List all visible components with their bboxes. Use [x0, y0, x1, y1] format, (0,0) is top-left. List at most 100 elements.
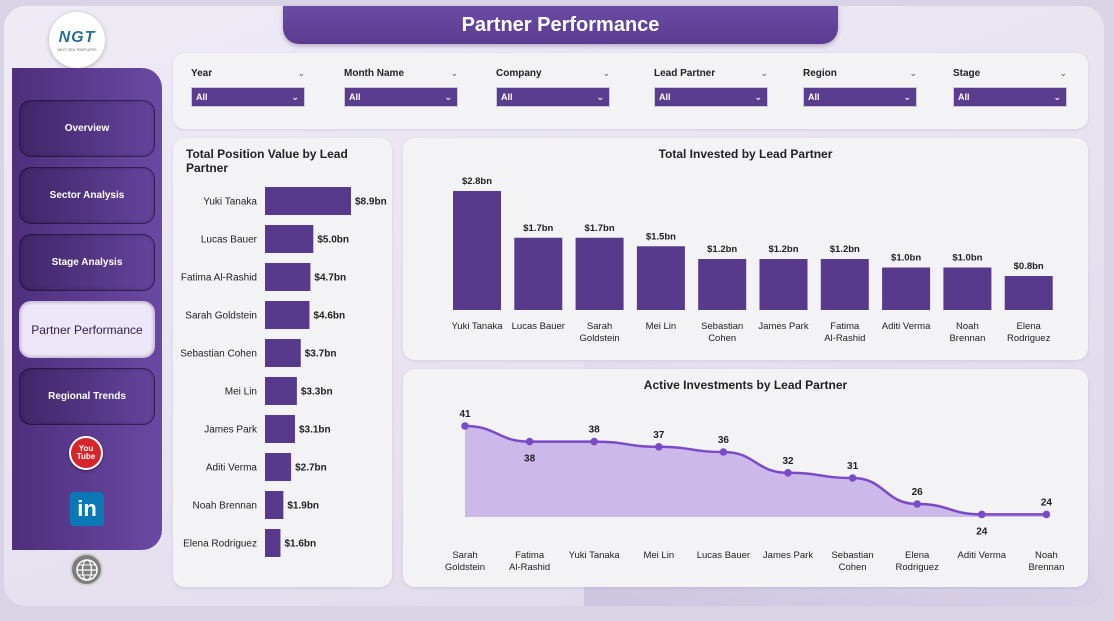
chevron-down-icon[interactable]: ⌄	[602, 67, 610, 78]
data-label: $4.6bn	[313, 311, 345, 322]
sidebar-item-regional-trends[interactable]: Regional Trends	[19, 368, 155, 425]
data-label: $4.7bn	[314, 273, 346, 284]
data-label: $1.2bn	[768, 244, 798, 255]
bar	[453, 191, 501, 310]
bar	[698, 259, 747, 310]
bar	[575, 237, 624, 310]
stage-dropdown[interactable]: All ⌄	[953, 87, 1067, 107]
bar	[265, 415, 295, 443]
data-label: 32	[782, 456, 794, 467]
category-label: Sarah	[587, 321, 612, 332]
lead-partner-dropdown-value: All	[659, 92, 671, 102]
sidebar-item-partner-performance[interactable]: Partner Performance	[19, 301, 155, 358]
company-dropdown-value: All	[501, 92, 513, 102]
category-label: Sebastian	[831, 550, 873, 561]
chevron-down-icon: ⌄	[444, 91, 452, 102]
data-label: $1.0bn	[891, 253, 921, 264]
chevron-down-icon: ⌄	[596, 91, 604, 102]
region-dropdown-value: All	[808, 92, 820, 102]
chevron-down-icon: ⌄	[291, 91, 299, 102]
data-label: $2.7bn	[295, 463, 327, 474]
bar	[820, 259, 869, 310]
chevron-down-icon[interactable]: ⌄	[1059, 67, 1067, 78]
stage-dropdown-value: All	[958, 92, 970, 102]
chevron-down-icon: ⌄	[754, 91, 762, 102]
bar	[265, 453, 292, 481]
month-name-dropdown[interactable]: All ⌄	[344, 87, 458, 107]
data-label: $3.1bn	[299, 425, 331, 436]
data-label: 38	[589, 425, 601, 436]
category-label: Lucas Bauer	[512, 321, 565, 332]
category-label: Yuki Tanaka	[451, 321, 503, 332]
data-point	[525, 437, 534, 446]
chevron-down-icon[interactable]: ⌄	[760, 67, 768, 78]
data-label: $1.5bn	[646, 231, 676, 242]
bar	[265, 263, 311, 291]
filter-label-month-name: Month Name	[344, 67, 404, 79]
lead-partner-dropdown[interactable]: All ⌄	[654, 87, 768, 107]
year-dropdown[interactable]: All ⌄	[191, 87, 305, 107]
company-dropdown[interactable]: All ⌄	[496, 87, 610, 107]
total-invested-chart: $2.8bn Yuki Tanaka $1.7bn Lucas Bauer $1.7bn…	[451, 176, 1053, 344]
sidebar: Overview Sector Analysis Stage Analysis …	[12, 68, 162, 550]
chart-title: Active Investments by Lead Partner	[643, 378, 848, 392]
chevron-down-icon: ⌄	[1053, 91, 1061, 102]
data-point	[978, 510, 986, 519]
data-label: $3.3bn	[301, 387, 333, 398]
filter-label-stage: Stage	[953, 67, 981, 79]
region-dropdown[interactable]: All ⌄	[803, 87, 917, 107]
filter-company: Company ⌄ All ⌄	[496, 66, 610, 107]
year-dropdown-value: All	[196, 92, 208, 102]
data-label: $1.9bn	[287, 501, 319, 512]
filter-label-lead-partner: Lead Partner	[654, 67, 716, 79]
chevron-down-icon[interactable]: ⌄	[450, 67, 458, 78]
youtube-icon[interactable]: You Tube	[69, 436, 103, 470]
category-label: Aditi Verma	[882, 321, 931, 332]
total-invested-chart-panel: Total Invested by Lead Partner $2.8bn Yuk…	[403, 138, 1088, 360]
chevron-down-icon[interactable]: ⌄	[909, 67, 917, 78]
filter-stage: Stage ⌄ All ⌄	[953, 66, 1067, 107]
data-label: 24	[1041, 497, 1053, 508]
bar	[265, 339, 301, 367]
data-label: $5.0bn	[317, 235, 349, 246]
category-label: Aditi Verma	[958, 550, 1007, 561]
bar	[882, 267, 931, 310]
bar	[265, 225, 314, 253]
bar	[265, 491, 284, 519]
filter-panel: Year ⌄ All ⌄ Month Name ⌄ All ⌄ Company ⌄ All…	[173, 53, 1088, 129]
chevron-down-icon[interactable]: ⌄	[297, 67, 305, 78]
category-label: Aditi Verma	[206, 463, 258, 474]
active-investments-chart-panel: Active Investments by Lead Partner 41 Sar…	[403, 369, 1088, 587]
sidebar-item-overview[interactable]: Overview	[19, 100, 155, 157]
linkedin-icon[interactable]: in	[70, 492, 104, 526]
category-label: Sarah Goldstein	[185, 311, 257, 322]
data-label: $1.2bn	[830, 244, 860, 255]
data-label: 41	[459, 409, 471, 420]
category-label: Elena Rodriguez	[183, 539, 257, 550]
data-point	[655, 443, 663, 451]
category-label: Yuki Tanaka	[203, 197, 257, 208]
category-label: James Park	[204, 425, 258, 436]
category-label: James Park	[763, 550, 813, 561]
filter-label-year: Year	[191, 67, 213, 79]
data-label: 38	[524, 454, 536, 465]
chart-title: Total Invested by Lead Partner	[658, 147, 833, 161]
bar	[759, 259, 808, 310]
category-label: Elena	[905, 550, 930, 561]
category-label: Fatima	[830, 321, 860, 332]
category-label: Sebastian	[701, 321, 743, 332]
category-label: James Park	[758, 321, 808, 332]
filter-label-company: Company	[496, 67, 542, 79]
logo: NGT NEXT GEN TEMPLATES	[49, 12, 105, 68]
chart-title: Total Position Value by Lead Partner	[186, 147, 348, 175]
youtube-icon-text-top: You	[78, 444, 94, 453]
sidebar-item-stage-analysis[interactable]: Stage Analysis	[19, 234, 155, 291]
filter-lead-partner: Lead Partner ⌄ All ⌄	[654, 66, 768, 107]
category-label: Rodriguez	[896, 562, 940, 573]
category-label: Fatima Al-Rashid	[181, 273, 257, 284]
data-label: $3.7bn	[305, 349, 337, 360]
filter-month-name: Month Name ⌄ All ⌄	[344, 66, 458, 107]
bar	[265, 187, 351, 215]
sidebar-item-sector-analysis[interactable]: Sector Analysis	[19, 167, 155, 224]
globe-icon[interactable]	[70, 553, 103, 586]
